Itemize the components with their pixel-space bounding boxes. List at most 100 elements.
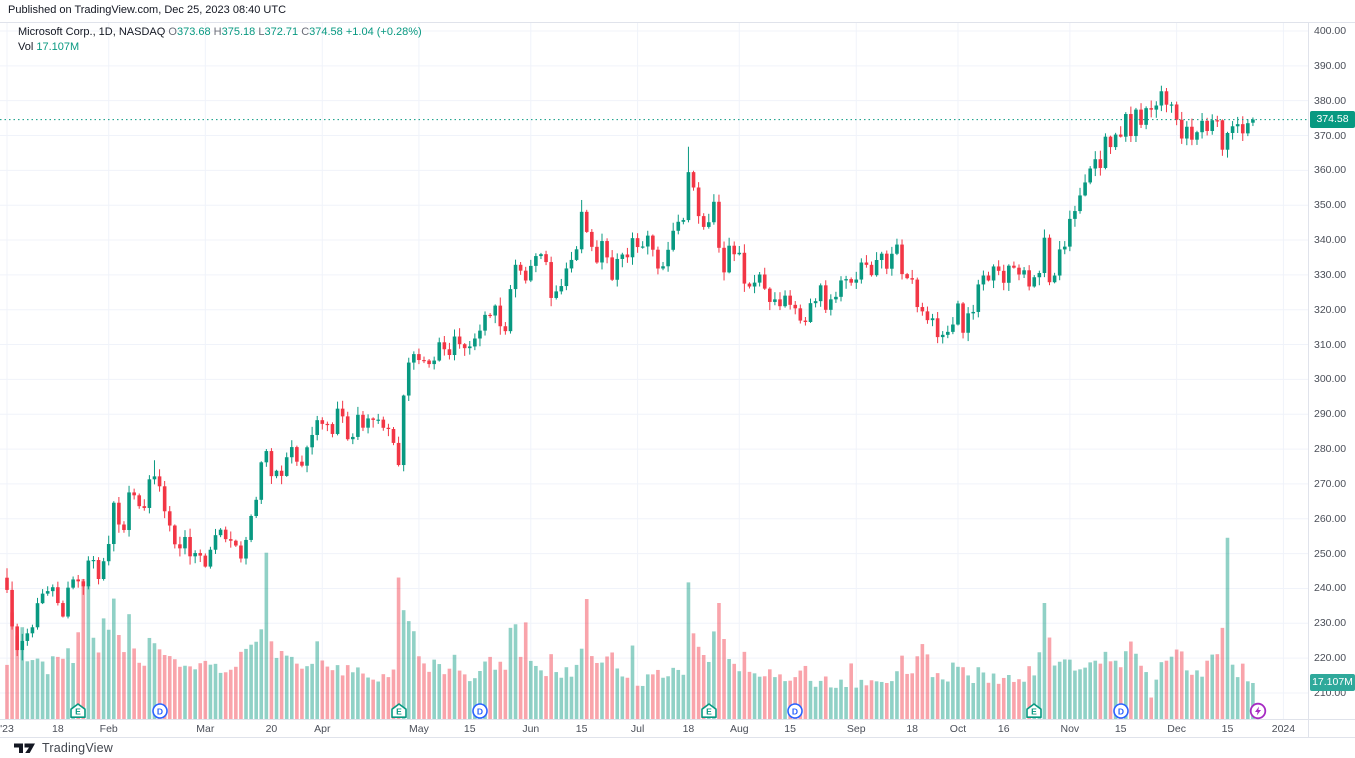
svg-text:E: E xyxy=(1031,707,1037,717)
candle-body xyxy=(945,331,950,335)
candle-body xyxy=(152,476,157,480)
volume-bar xyxy=(701,655,706,719)
candle-body xyxy=(1052,275,1057,283)
candle-body xyxy=(20,640,25,651)
price-axis-label: 360.00 xyxy=(1314,164,1347,177)
candle-body xyxy=(549,262,553,298)
candle-body xyxy=(701,216,706,227)
volume-bar xyxy=(295,663,299,719)
candle-body xyxy=(1022,270,1026,275)
volume-bar xyxy=(503,669,508,719)
candle-body xyxy=(106,544,111,562)
volume-bar xyxy=(778,674,782,719)
earnings-marker-icon[interactable]: E xyxy=(1025,702,1043,725)
price-axis-label: 350.00 xyxy=(1314,199,1347,212)
volume-bar xyxy=(829,687,833,719)
volume-bar xyxy=(1007,675,1011,719)
dividend-marker-icon[interactable]: D xyxy=(1112,702,1130,725)
candle-body xyxy=(691,172,696,188)
candle-body xyxy=(757,274,762,283)
candle-body xyxy=(879,253,884,261)
tradingview-footer[interactable]: TradingView xyxy=(14,740,113,756)
volume-bar xyxy=(554,672,559,719)
candle-body xyxy=(452,336,457,356)
volume-bar xyxy=(289,656,294,719)
volume-bar xyxy=(223,672,228,719)
candle-body xyxy=(122,524,126,531)
volume-bar xyxy=(874,681,879,719)
svg-text:D: D xyxy=(792,706,798,716)
volume-bar xyxy=(127,614,131,719)
candle-body xyxy=(996,266,1001,271)
candle-body xyxy=(228,539,233,541)
candle-body xyxy=(1037,273,1042,278)
candle-body xyxy=(478,330,482,339)
candle-body xyxy=(40,593,45,604)
candle-body xyxy=(645,235,650,247)
volume-bar xyxy=(1088,662,1092,719)
candle-body xyxy=(213,535,218,550)
volume-bar xyxy=(1164,660,1169,719)
volume-bar xyxy=(1246,681,1250,719)
candle-body xyxy=(859,262,864,280)
candle-body xyxy=(1129,114,1133,137)
legend-volume-line: Vol 17.107M xyxy=(18,40,422,55)
volume-bar xyxy=(1144,672,1148,719)
volume-bar xyxy=(1190,674,1194,719)
candle-body xyxy=(269,451,274,477)
volume-bar xyxy=(849,663,853,719)
candle-body xyxy=(1154,105,1159,110)
volume-bar xyxy=(274,657,279,719)
volume-bar xyxy=(117,635,121,719)
volume-bar xyxy=(188,666,192,719)
volume-bar xyxy=(1154,679,1159,719)
candle-body xyxy=(503,326,508,332)
flash-update-icon[interactable] xyxy=(1249,702,1267,725)
candle-body xyxy=(442,342,447,350)
candle-body xyxy=(1210,120,1215,131)
time-axis-label: Aug xyxy=(729,723,749,735)
candle-body xyxy=(884,253,889,269)
candle-body xyxy=(620,254,625,259)
candle-body xyxy=(137,495,142,507)
volume-bar xyxy=(264,552,269,719)
volume-bar xyxy=(1017,679,1021,719)
volume-bar xyxy=(239,651,243,719)
dividend-marker-icon[interactable]: D xyxy=(151,702,169,725)
volume-bar xyxy=(40,661,45,719)
candle-body xyxy=(1179,119,1184,139)
volume-bar xyxy=(381,674,386,719)
candle-body xyxy=(813,301,818,304)
candle-body xyxy=(874,260,879,276)
candle-body xyxy=(686,172,691,221)
candle-body xyxy=(178,544,182,549)
price-axis-label: 230.00 xyxy=(1314,617,1347,630)
candle-body xyxy=(722,247,726,273)
candle-body xyxy=(717,201,721,248)
price-axis-label: 240.00 xyxy=(1314,582,1347,595)
candle-body xyxy=(1017,267,1021,275)
candle-body xyxy=(1078,195,1082,212)
dividend-marker-icon[interactable]: D xyxy=(786,702,804,725)
volume-bar xyxy=(590,656,594,719)
dividend-marker-icon[interactable]: D xyxy=(471,702,489,725)
volume-bar xyxy=(376,681,381,719)
volume-bar xyxy=(478,671,482,719)
time-axis-label: 18 xyxy=(906,723,919,735)
earnings-marker-icon[interactable]: E xyxy=(390,702,408,725)
volume-bar xyxy=(900,655,904,719)
volume-bar xyxy=(442,674,447,719)
earnings-marker-icon[interactable]: E xyxy=(700,702,718,725)
volume-bar xyxy=(508,627,513,719)
volume-bar xyxy=(96,652,101,719)
volume-bar xyxy=(574,664,579,719)
candle-body xyxy=(1047,237,1052,283)
candle-body xyxy=(600,241,604,263)
svg-text:E: E xyxy=(396,707,402,717)
earnings-marker-icon[interactable]: E xyxy=(69,702,87,725)
candle-body xyxy=(188,536,192,557)
candle-body xyxy=(1205,120,1209,131)
volume-bar xyxy=(76,632,80,719)
candle-body xyxy=(132,492,136,496)
